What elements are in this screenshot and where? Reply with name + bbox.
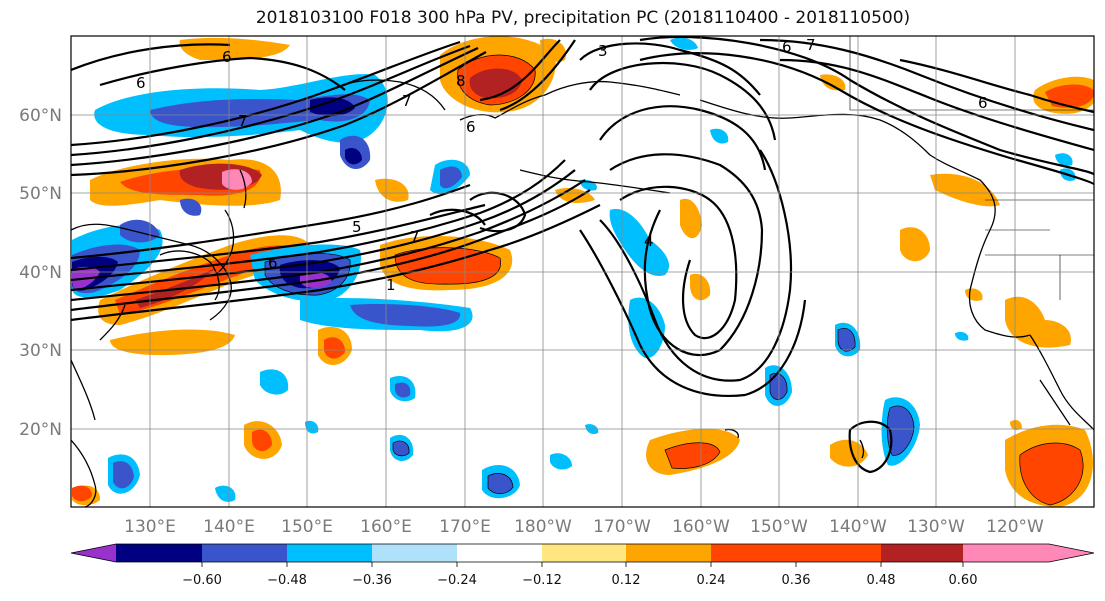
contour-label: 3: [598, 42, 608, 60]
contour-label: 6: [222, 48, 232, 66]
colorbar-cell: [116, 544, 202, 562]
lon-label: 130°W: [907, 517, 965, 537]
contour-label: 7: [402, 92, 412, 110]
colorbar: −0.60 −0.48 −0.36 −0.24 −0.12 0.12 0.24 …: [70, 543, 1095, 588]
lat-label: 50°N: [19, 184, 62, 204]
coastlines: [71, 79, 1094, 507]
lon-label: 140°E: [203, 517, 255, 537]
colorbar-tick-label: −0.48: [267, 573, 307, 588]
colorbar-tick-label: −0.24: [437, 573, 477, 588]
gridlines: [71, 36, 1094, 507]
colorbar-cell: [796, 544, 881, 562]
contour-label: 8: [456, 72, 466, 90]
precip-outlines: [264, 54, 1084, 506]
latitude-labels: 60°N 50°N 40°N 30°N 20°N: [19, 106, 62, 440]
lon-label: 130°E: [124, 517, 176, 537]
contour-label: 4: [644, 232, 654, 250]
map-title: 2018103100 F018 300 hPa PV, precipitatio…: [255, 8, 911, 28]
lon-label: 170°E: [439, 517, 491, 537]
colorbar-tick-label: −0.60: [182, 573, 222, 588]
colorbar-tick-label: −0.12: [522, 573, 562, 588]
lon-label: 180°W: [514, 517, 572, 537]
colorbar-cell: [711, 544, 796, 562]
colorbar-tick-label: 0.24: [697, 573, 726, 588]
colorbar-tick-label: 0.12: [612, 573, 641, 588]
contour-label: 6: [978, 94, 988, 112]
contour-label: 6: [782, 38, 792, 56]
colorbar-cell: [457, 544, 542, 562]
contour-label: 6: [136, 74, 146, 92]
contour-label: 7: [806, 36, 816, 54]
colorbar-cell: [202, 544, 287, 562]
colorbar-cell: [542, 544, 626, 562]
lon-label: 150°E: [281, 517, 333, 537]
lat-label: 20°N: [19, 420, 62, 440]
lon-label: 140°W: [829, 517, 887, 537]
colorbar-cell: [372, 544, 457, 562]
lon-label: 120°W: [986, 517, 1044, 537]
contour-label: 7: [238, 112, 248, 130]
contour-label: 1: [386, 276, 396, 294]
colorbar-tick-label: 0.48: [867, 573, 896, 588]
lat-label: 30°N: [19, 341, 62, 361]
contour-labels: 6 6 7 8 6 3 6 7 6 7 7 1 6 4 5: [136, 36, 988, 294]
colorbar-ticks: [201, 562, 964, 567]
colorbar-cell: [626, 544, 711, 562]
colorbar-cell: [71, 544, 116, 562]
contour-label: 6: [268, 254, 278, 272]
lon-label: 170°W: [593, 517, 651, 537]
longitude-labels: 130°E 140°E 150°E 160°E 170°E 180°W 170°…: [124, 517, 1044, 537]
colorbar-cell: [881, 544, 963, 562]
lat-label: 60°N: [19, 106, 62, 126]
colorbar-tick-label: −0.36: [352, 573, 392, 588]
colorbar-tick-label: 0.36: [782, 573, 811, 588]
contour-label: 6: [466, 118, 476, 136]
lat-label: 40°N: [19, 263, 62, 283]
pv-contours: [71, 36, 1094, 474]
colorbar-cell: [963, 544, 1094, 562]
lon-label: 150°W: [750, 517, 808, 537]
contour-label: 5: [352, 218, 362, 236]
lon-label: 160°E: [360, 517, 412, 537]
lon-label: 160°W: [672, 517, 730, 537]
colorbar-cell: [287, 544, 372, 562]
colorbar-tick-label: 0.60: [949, 573, 978, 588]
map-area: 6 6 7 8 6 3 6 7 6 7 7 1 6 4 5: [70, 35, 1095, 508]
contour-label: 7: [410, 228, 420, 246]
colorbar-tick-labels: −0.60 −0.48 −0.36 −0.24 −0.12 0.12 0.24 …: [182, 573, 977, 588]
